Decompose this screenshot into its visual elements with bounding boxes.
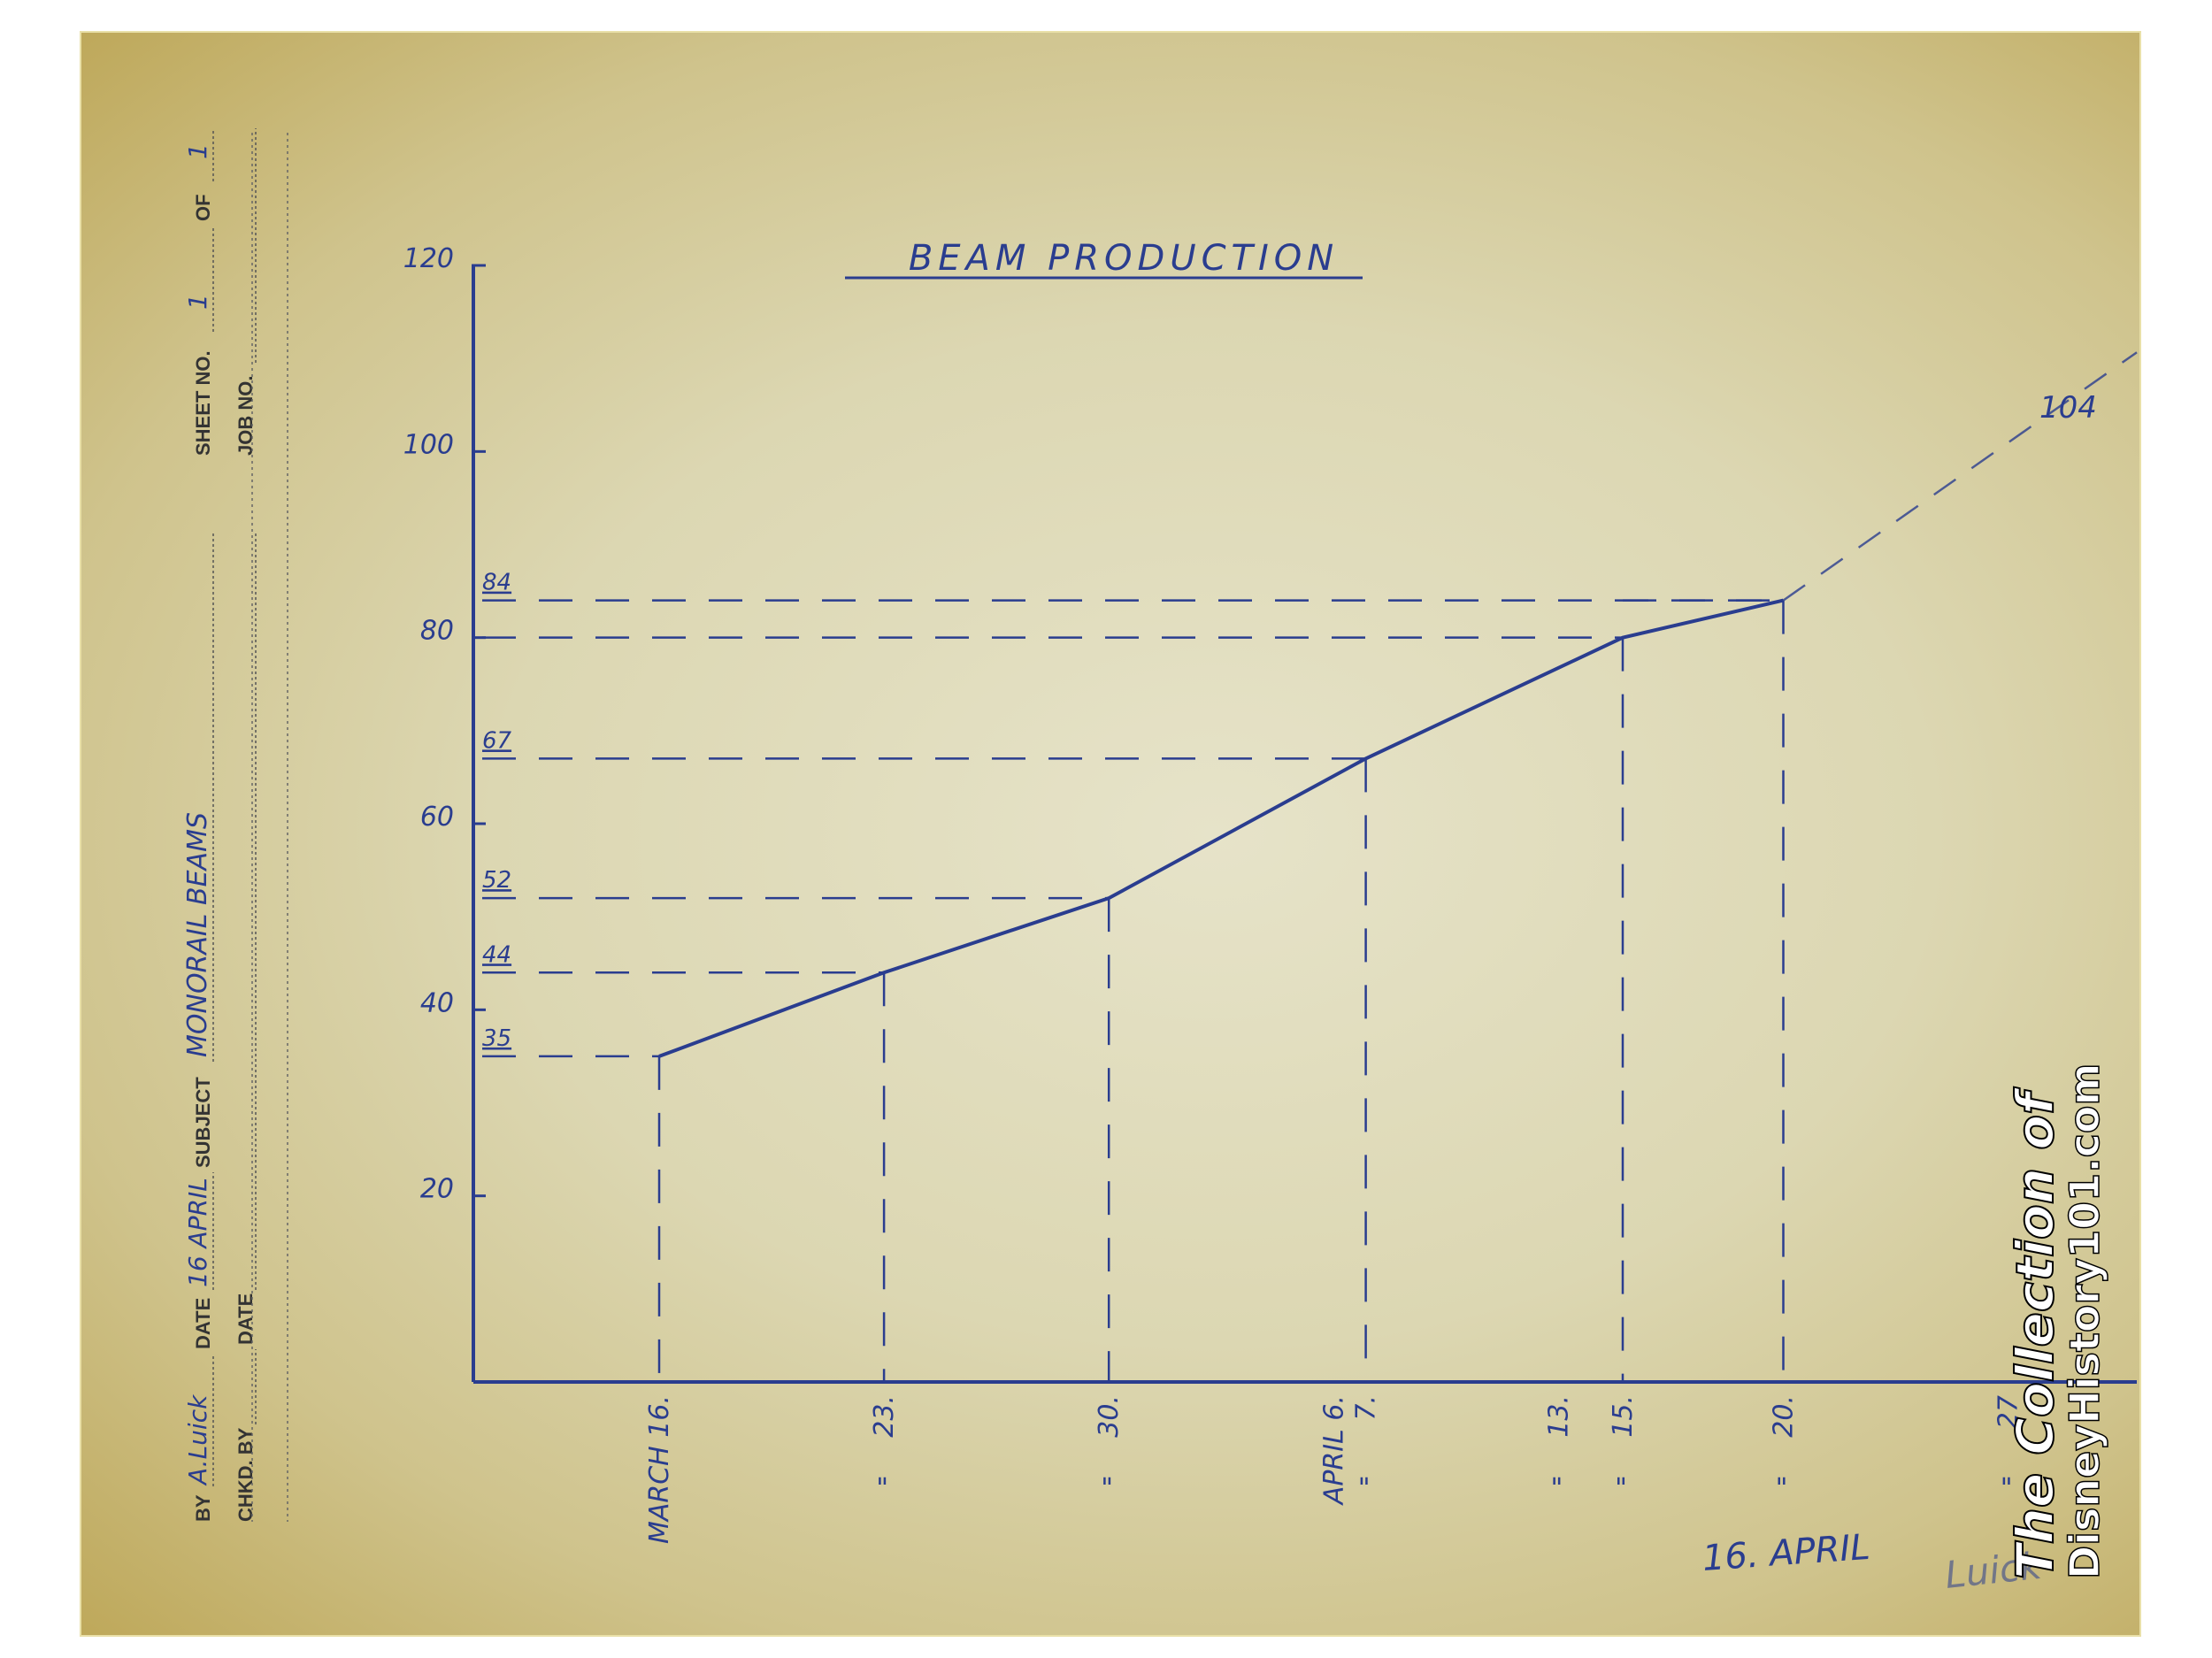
by-value: A.Luick — [183, 1393, 212, 1486]
x-tick-label: 27 — [1993, 1395, 2024, 1429]
reference-value-label: 84 — [482, 570, 511, 596]
ditto-mark: " — [1776, 1473, 1788, 1504]
of-label: OF — [192, 194, 214, 221]
watermark-line1: The Collection of — [2005, 1086, 2065, 1579]
chkd-date-label: DATE — [234, 1293, 257, 1345]
ditto-mark: " — [2001, 1473, 2013, 1504]
x-tick-label: 20. — [1769, 1395, 1800, 1438]
footer-signature: Luick — [1943, 1544, 2045, 1597]
reference-value-label: 44 — [482, 941, 511, 968]
ditto-mark: " — [1101, 1473, 1113, 1504]
ditto-mark: " — [1615, 1473, 1627, 1504]
job-no-label: JOB NO. — [234, 376, 257, 456]
x-tick-label: 30. — [1094, 1395, 1125, 1438]
sheet-no-value: 1 — [183, 294, 212, 310]
x-tick-label: 15. — [1608, 1395, 1639, 1438]
watermark-line2: DisneyHistory101.com — [2061, 1063, 2108, 1579]
date-label: DATE — [192, 1298, 214, 1349]
beam-production-line — [658, 598, 1784, 1058]
sheet-no-label: SHEET NO. — [192, 350, 214, 456]
y-tick-label: 20 — [420, 1174, 454, 1205]
chart-title: BEAM PRODUCTION — [909, 238, 1339, 279]
reference-value-label: 35 — [482, 1025, 511, 1052]
x-tick-label: 23. — [869, 1395, 900, 1438]
ditto-mark: " — [876, 1473, 888, 1504]
projection-label: 104 — [2039, 390, 2097, 426]
date-value: 16 APRIL — [183, 1178, 212, 1287]
projection-line — [1782, 351, 2138, 602]
ditto-mark: " — [1358, 1473, 1371, 1504]
x-tick-label: 7. — [1351, 1395, 1382, 1421]
y-tick-label: 60 — [420, 802, 454, 833]
ditto-mark: " — [1550, 1473, 1563, 1504]
subject-value: MONORAIL BEAMS — [182, 812, 213, 1057]
x-tick-label: 13. — [1543, 1395, 1574, 1438]
by-label: BY — [192, 1494, 214, 1522]
x-tick-label: APRIL 6. — [1318, 1395, 1349, 1506]
y-tick-label: 120 — [403, 243, 454, 274]
subject-label: SUBJECT — [192, 1077, 214, 1168]
chkd-by-label: CHKD. BY — [234, 1427, 257, 1522]
footer-date: 16. APRIL — [1701, 1527, 1870, 1579]
of-value: 1 — [183, 143, 212, 159]
y-tick-label: 40 — [420, 987, 454, 1018]
x-tick-label: MARCH 16. — [644, 1395, 675, 1544]
reference-value-label: 67 — [482, 727, 512, 754]
paper-sheet — [80, 31, 2141, 1637]
y-tick-label: 100 — [403, 429, 454, 460]
y-tick-label: 80 — [420, 616, 454, 647]
reference-value-label: 52 — [482, 867, 511, 894]
